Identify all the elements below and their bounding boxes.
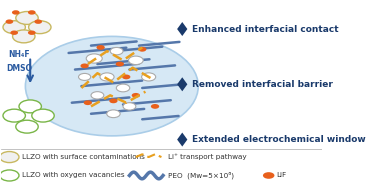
Circle shape: [138, 47, 146, 52]
Text: LLZO with oxygen vacancies: LLZO with oxygen vacancies: [22, 172, 125, 178]
Circle shape: [91, 92, 104, 99]
Text: LLZO with surface contaminations: LLZO with surface contaminations: [22, 154, 145, 160]
Text: DMSO: DMSO: [6, 64, 32, 73]
Circle shape: [263, 172, 274, 179]
Circle shape: [3, 21, 25, 34]
Circle shape: [19, 100, 42, 113]
Circle shape: [29, 21, 51, 34]
Circle shape: [122, 75, 130, 79]
Text: Li⁺ transport pathway: Li⁺ transport pathway: [168, 154, 246, 160]
Circle shape: [142, 73, 156, 81]
Circle shape: [16, 120, 38, 133]
Circle shape: [151, 104, 159, 109]
Circle shape: [79, 73, 91, 80]
Text: Removed interfacial barrier: Removed interfacial barrier: [192, 80, 333, 89]
Circle shape: [107, 110, 120, 118]
Circle shape: [132, 93, 140, 98]
Circle shape: [81, 63, 89, 68]
Circle shape: [28, 30, 36, 35]
Text: Extended electrochemical window: Extended electrochemical window: [192, 135, 366, 144]
Circle shape: [86, 54, 102, 63]
Circle shape: [84, 100, 92, 105]
Circle shape: [116, 84, 130, 92]
Circle shape: [3, 109, 25, 122]
Circle shape: [109, 99, 118, 103]
Polygon shape: [177, 22, 187, 36]
Circle shape: [0, 151, 19, 163]
Text: PEO  (Mw=5×10⁶): PEO (Mw=5×10⁶): [168, 172, 234, 179]
Circle shape: [6, 19, 13, 24]
Text: NH₄F: NH₄F: [8, 50, 30, 59]
Polygon shape: [177, 77, 187, 91]
Circle shape: [32, 109, 54, 122]
Text: Enhanced interfacial contact: Enhanced interfacial contact: [192, 24, 338, 33]
Circle shape: [129, 56, 143, 65]
Circle shape: [34, 19, 42, 24]
Circle shape: [0, 170, 19, 181]
Circle shape: [96, 45, 105, 50]
Circle shape: [16, 12, 38, 24]
Polygon shape: [177, 133, 187, 147]
Circle shape: [25, 36, 198, 136]
Circle shape: [28, 10, 36, 15]
Circle shape: [123, 103, 136, 110]
Circle shape: [12, 30, 35, 43]
Circle shape: [116, 62, 124, 66]
Circle shape: [110, 47, 123, 55]
Circle shape: [12, 10, 20, 15]
Circle shape: [100, 73, 114, 81]
Circle shape: [10, 30, 18, 35]
Text: LiF: LiF: [277, 172, 287, 178]
